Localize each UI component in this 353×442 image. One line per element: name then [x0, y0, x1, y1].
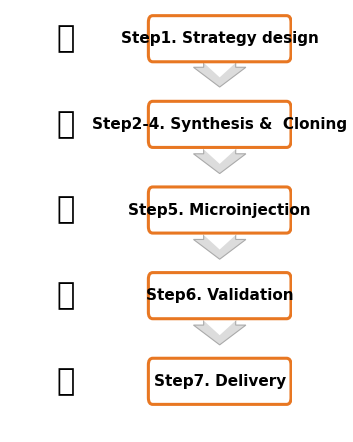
FancyBboxPatch shape	[148, 15, 291, 62]
Polygon shape	[193, 312, 246, 345]
Polygon shape	[193, 54, 246, 87]
FancyBboxPatch shape	[148, 273, 291, 319]
Text: 📊: 📊	[56, 281, 74, 310]
Text: Step5. Microinjection: Step5. Microinjection	[128, 202, 311, 217]
Text: Step6. Validation: Step6. Validation	[146, 288, 293, 303]
Polygon shape	[200, 312, 239, 335]
Text: 🧠: 🧠	[56, 24, 74, 53]
FancyBboxPatch shape	[148, 187, 291, 233]
Text: Step1. Strategy design: Step1. Strategy design	[121, 31, 319, 46]
Polygon shape	[193, 141, 246, 174]
FancyBboxPatch shape	[148, 101, 291, 148]
Text: 🔬: 🔬	[56, 110, 74, 139]
FancyBboxPatch shape	[148, 358, 291, 404]
Polygon shape	[193, 226, 246, 259]
Text: Step2-4. Synthesis &  Cloning: Step2-4. Synthesis & Cloning	[92, 117, 347, 132]
Text: 🐇: 🐇	[56, 367, 74, 396]
Polygon shape	[200, 54, 239, 77]
Polygon shape	[200, 141, 239, 164]
Polygon shape	[200, 226, 239, 250]
Text: 💉: 💉	[56, 195, 74, 225]
Text: Step7. Delivery: Step7. Delivery	[154, 374, 286, 389]
